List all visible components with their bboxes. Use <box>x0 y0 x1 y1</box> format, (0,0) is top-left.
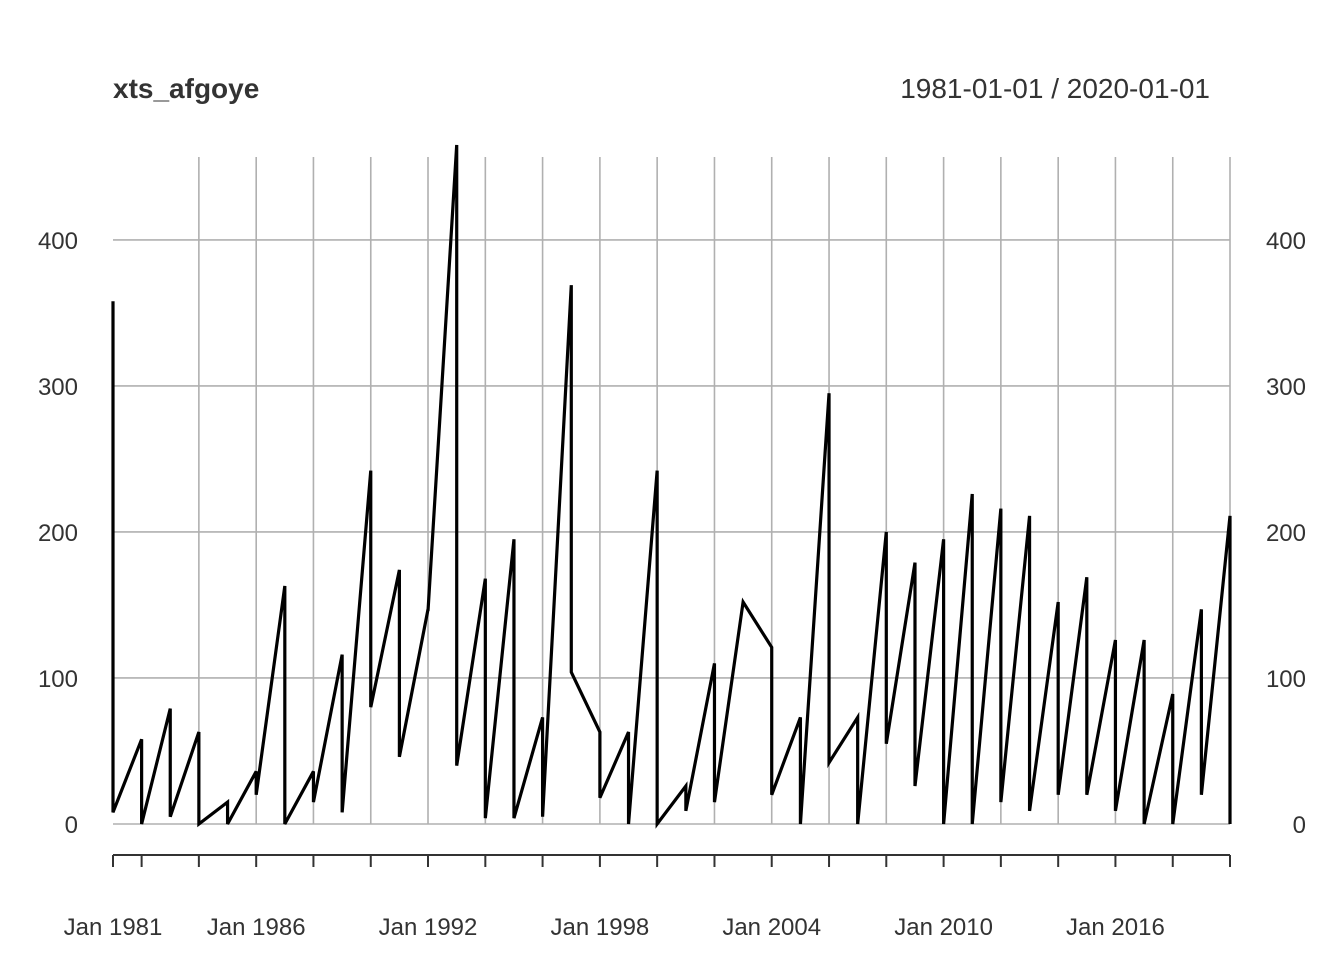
y-tick-label-right: 0 <box>1293 812 1306 839</box>
y-tick-label-right: 300 <box>1266 374 1306 401</box>
y-tick-label-right: 200 <box>1266 520 1306 547</box>
y-tick-label-right: 400 <box>1266 228 1306 255</box>
y-axis-right: 0 100 200 300 400 <box>1266 228 1306 839</box>
grid-lines <box>113 157 1231 825</box>
series-layer <box>111 144 1232 829</box>
x-tick-label: Jan 1981 <box>64 914 163 941</box>
y-tick-label-left: 400 <box>38 228 78 255</box>
y-tick-label-left: 200 <box>38 520 78 547</box>
x-axis: Jan 1981 Jan 1986 Jan 1992 Jan 1998 Jan 2004… <box>64 854 1231 941</box>
x-tick-label: Jan 1986 <box>207 914 306 941</box>
x-tick-label: Jan 1998 <box>551 914 650 941</box>
y-axis-left: 0 100 200 300 400 <box>38 228 78 839</box>
y-tick-label-left: 100 <box>38 666 78 693</box>
y-tick-label-left: 300 <box>38 374 78 401</box>
x-tick-label: Jan 1992 <box>379 914 478 941</box>
y-tick-label-right: 100 <box>1266 666 1306 693</box>
chart-title: xts_afgoye <box>113 73 259 104</box>
x-tick-label: Jan 2016 <box>1066 914 1165 941</box>
x-tick-label: Jan 2010 <box>894 914 993 941</box>
x-tick-label: Jan 2004 <box>722 914 821 941</box>
date-range-label: 1981-01-01 / 2020-01-01 <box>900 73 1210 104</box>
series-line <box>111 144 1232 829</box>
y-tick-label-left: 0 <box>65 812 78 839</box>
